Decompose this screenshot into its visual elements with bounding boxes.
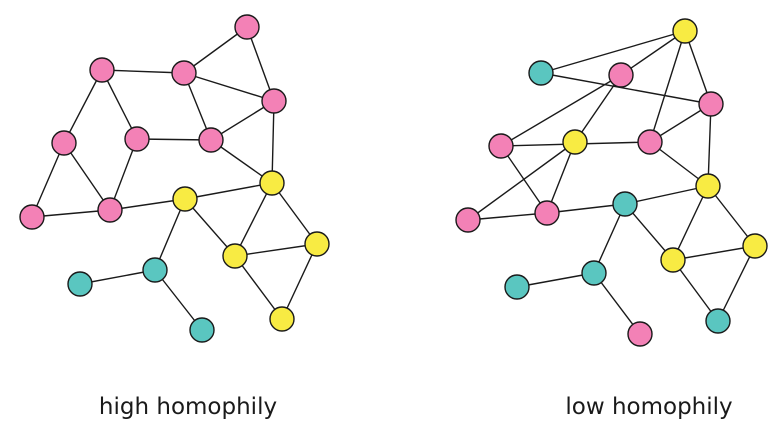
graph-edge bbox=[234, 243, 318, 257]
graph-edge bbox=[79, 269, 156, 285]
graph-edge bbox=[184, 182, 273, 200]
pink-node bbox=[51, 130, 77, 156]
pink-node bbox=[97, 197, 123, 223]
node-group bbox=[19, 14, 330, 343]
teal-node bbox=[504, 274, 530, 300]
graph-edge bbox=[540, 72, 712, 105]
graph-edge bbox=[467, 141, 576, 221]
graph-edge bbox=[684, 30, 712, 105]
teal-node bbox=[189, 317, 215, 343]
yellow-node bbox=[562, 129, 588, 155]
teal-node bbox=[142, 257, 168, 283]
pink-node bbox=[488, 133, 514, 159]
pink-node bbox=[124, 126, 150, 152]
low-homophily-caption: low homophily bbox=[565, 394, 733, 420]
graph-edge bbox=[183, 26, 248, 74]
graph-edge bbox=[574, 74, 622, 143]
yellow-node bbox=[222, 243, 248, 269]
graph-edge bbox=[234, 255, 283, 320]
teal-node bbox=[612, 191, 638, 217]
graph-edge bbox=[707, 185, 756, 247]
teal-node bbox=[705, 308, 731, 334]
graph-edge bbox=[624, 185, 709, 205]
graph-edge bbox=[546, 141, 576, 214]
pink-node bbox=[455, 207, 481, 233]
pink-node bbox=[89, 57, 115, 83]
yellow-node bbox=[269, 306, 295, 332]
high-homophily-graph bbox=[19, 14, 330, 343]
teal-node bbox=[528, 60, 554, 86]
graph-edge bbox=[31, 142, 65, 218]
pink-node bbox=[171, 60, 197, 86]
yellow-node bbox=[304, 231, 330, 257]
pink-node bbox=[698, 91, 724, 117]
pink-node bbox=[534, 200, 560, 226]
yellow-node bbox=[259, 170, 285, 196]
graph-edge bbox=[154, 269, 203, 331]
graph-edge bbox=[516, 272, 595, 288]
yellow-node bbox=[742, 233, 768, 259]
graph-edge bbox=[672, 185, 709, 261]
graph-edge bbox=[593, 272, 641, 335]
yellow-node bbox=[695, 173, 721, 199]
pink-node bbox=[261, 88, 287, 114]
graph-edge bbox=[281, 243, 318, 320]
high-homophily-caption: high homophily bbox=[98, 394, 278, 420]
pink-node bbox=[234, 14, 260, 40]
node-group bbox=[455, 18, 768, 347]
graph-edge bbox=[63, 69, 103, 144]
graph-edge bbox=[500, 145, 548, 214]
graph-edge bbox=[467, 212, 548, 221]
graph-edge bbox=[154, 198, 186, 271]
graph-edge bbox=[63, 142, 111, 211]
graph-edge bbox=[246, 26, 275, 102]
graph-edge bbox=[101, 69, 138, 140]
graph-edge bbox=[546, 203, 626, 214]
teal-node bbox=[67, 271, 93, 297]
graph-edge bbox=[101, 69, 185, 74]
pink-node bbox=[198, 127, 224, 153]
teal-node bbox=[581, 260, 607, 286]
yellow-node bbox=[172, 186, 198, 212]
yellow-node bbox=[660, 247, 686, 273]
graph-edge bbox=[540, 30, 686, 74]
graph-edge bbox=[707, 103, 712, 187]
graph-edge bbox=[271, 100, 275, 184]
pink-node bbox=[627, 321, 653, 347]
graph-edge bbox=[234, 182, 273, 257]
pink-node bbox=[608, 62, 634, 88]
graph-edge bbox=[717, 245, 756, 322]
graph-edge bbox=[672, 245, 756, 261]
low-homophily-graph bbox=[455, 18, 768, 347]
pink-node bbox=[637, 129, 663, 155]
graph-edge bbox=[31, 209, 111, 218]
graph-edge bbox=[500, 74, 622, 147]
pink-node bbox=[19, 204, 45, 230]
graph-edge bbox=[620, 30, 686, 76]
graph-edge bbox=[649, 30, 686, 143]
graph-edge bbox=[183, 72, 275, 102]
yellow-node bbox=[672, 18, 698, 44]
